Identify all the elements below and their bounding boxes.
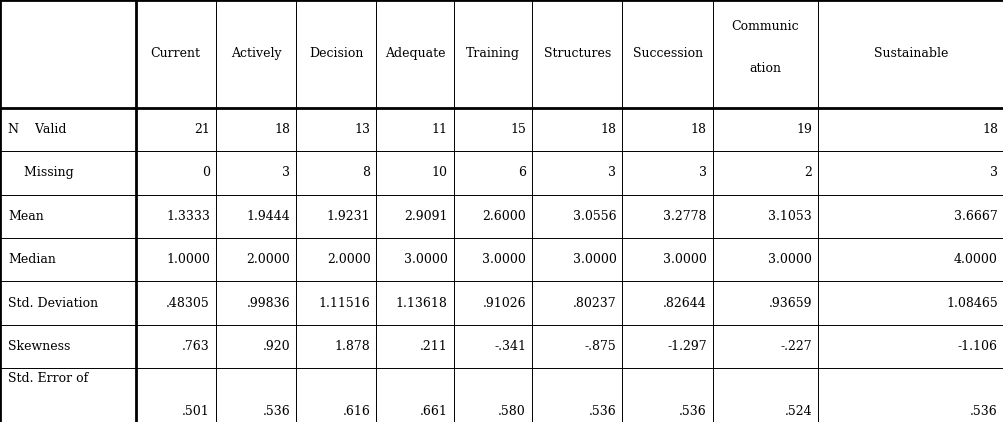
Text: 10: 10 [431, 166, 447, 179]
Text: 1.08465: 1.08465 [945, 297, 997, 310]
Text: -1.106: -1.106 [957, 340, 997, 353]
Text: .501: .501 [182, 406, 210, 418]
Text: 8: 8 [362, 166, 370, 179]
Text: -1.297: -1.297 [667, 340, 706, 353]
Text: Std. Deviation: Std. Deviation [8, 297, 98, 310]
Text: 1.13618: 1.13618 [395, 297, 447, 310]
Text: Sustainable: Sustainable [873, 47, 948, 60]
Text: 1.878: 1.878 [334, 340, 370, 353]
Text: 2.9091: 2.9091 [404, 210, 447, 223]
Text: 3: 3 [989, 166, 997, 179]
Text: 15: 15 [510, 123, 526, 136]
Text: .580: .580 [497, 406, 526, 418]
Text: 2.0000: 2.0000 [246, 253, 290, 266]
Text: Missing: Missing [8, 166, 73, 179]
Text: .536: .536 [969, 406, 997, 418]
Text: .99836: .99836 [247, 297, 290, 310]
Text: .80237: .80237 [573, 297, 616, 310]
Text: 18: 18 [600, 123, 616, 136]
Text: 0: 0 [202, 166, 210, 179]
Text: 3.6667: 3.6667 [953, 210, 997, 223]
Text: .48305: .48305 [165, 297, 210, 310]
Text: .763: .763 [182, 340, 210, 353]
Text: -.227: -.227 [780, 340, 811, 353]
Text: 2.0000: 2.0000 [326, 253, 370, 266]
Text: 3: 3 [282, 166, 290, 179]
Text: Succession: Succession [632, 47, 702, 60]
Text: 3.0000: 3.0000 [662, 253, 706, 266]
Text: -.875: -.875 [584, 340, 616, 353]
Text: N    Valid: N Valid [8, 123, 66, 136]
Text: .616: .616 [342, 406, 370, 418]
Text: .536: .536 [678, 406, 706, 418]
Text: 3.0000: 3.0000 [403, 253, 447, 266]
Text: Communic: Communic [731, 20, 798, 33]
Text: .82644: .82644 [662, 297, 706, 310]
Text: 2: 2 [803, 166, 811, 179]
Text: 18: 18 [690, 123, 706, 136]
Text: Decision: Decision [309, 47, 363, 60]
Text: Adequate: Adequate [384, 47, 445, 60]
Text: Current: Current [150, 47, 201, 60]
Text: 1.11516: 1.11516 [318, 297, 370, 310]
Text: ation: ation [749, 62, 780, 75]
Text: .536: .536 [588, 406, 616, 418]
Text: 3.2778: 3.2778 [663, 210, 706, 223]
Text: .661: .661 [419, 406, 447, 418]
Text: 1.3333: 1.3333 [165, 210, 210, 223]
Text: Median: Median [8, 253, 56, 266]
Text: 3.0556: 3.0556 [573, 210, 616, 223]
Text: .920: .920 [262, 340, 290, 353]
Text: 6: 6 [518, 166, 526, 179]
Text: Mean: Mean [8, 210, 44, 223]
Text: 1.0000: 1.0000 [165, 253, 210, 266]
Text: Training: Training [465, 47, 520, 60]
Text: 18: 18 [981, 123, 997, 136]
Text: 21: 21 [194, 123, 210, 136]
Text: Structures: Structures [544, 47, 610, 60]
Text: .93659: .93659 [768, 297, 811, 310]
Text: .211: .211 [419, 340, 447, 353]
Text: 13: 13 [354, 123, 370, 136]
Text: Actively: Actively [231, 47, 281, 60]
Text: 3.0000: 3.0000 [481, 253, 526, 266]
Text: .536: .536 [262, 406, 290, 418]
Text: 3.0000: 3.0000 [767, 253, 811, 266]
Text: 18: 18 [274, 123, 290, 136]
Text: 4.0000: 4.0000 [953, 253, 997, 266]
Text: Skewness: Skewness [8, 340, 70, 353]
Text: 3.0000: 3.0000 [572, 253, 616, 266]
Text: Std. Error of: Std. Error of [8, 372, 88, 385]
Text: 11: 11 [431, 123, 447, 136]
Text: .524: .524 [783, 406, 811, 418]
Text: 3: 3 [698, 166, 706, 179]
Text: 2.6000: 2.6000 [481, 210, 526, 223]
Text: -.341: -.341 [493, 340, 526, 353]
Text: 1.9444: 1.9444 [246, 210, 290, 223]
Text: 3.1053: 3.1053 [767, 210, 811, 223]
Text: 19: 19 [795, 123, 811, 136]
Text: .91026: .91026 [482, 297, 526, 310]
Text: 1.9231: 1.9231 [327, 210, 370, 223]
Text: 3: 3 [608, 166, 616, 179]
